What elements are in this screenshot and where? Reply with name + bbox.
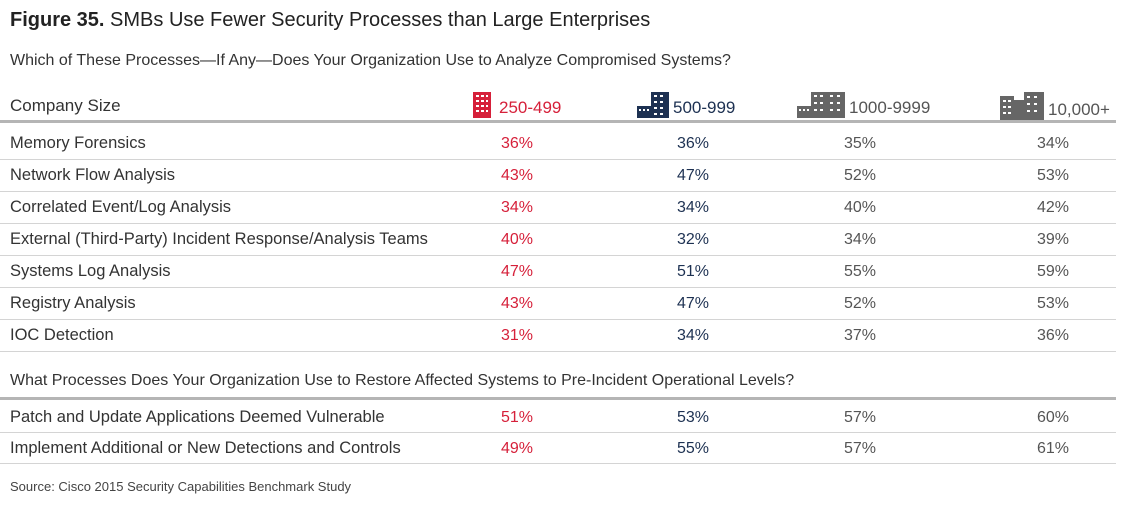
value-cell: 52% (843, 295, 877, 312)
section-question-2: What Processes Does Your Organization Us… (10, 372, 795, 389)
column-header-1000-9999: 1000-9999 (797, 92, 930, 118)
table-row: Systems Log Analysis 47% 51% 55% 59% (0, 256, 1116, 288)
small-building-icon (473, 92, 491, 118)
row-label: Patch and Update Applications Deemed Vul… (10, 408, 385, 426)
row-label: Correlated Event/Log Analysis (10, 198, 232, 216)
column-label: 250-499 (499, 98, 562, 117)
value-cell: 35% (843, 135, 877, 152)
value-cell: 34% (676, 199, 710, 216)
column-label: 1000-9999 (849, 98, 931, 117)
value-cell: 36% (676, 135, 710, 152)
table-row: IOC Detection 31% 34% 37% 36% (0, 320, 1116, 352)
value-cell: 34% (500, 199, 534, 216)
column-label: 500-999 (673, 98, 736, 117)
value-cell: 47% (676, 295, 710, 312)
section-question-1: Which of These Processes—If Any—Does You… (10, 52, 731, 69)
column-header-10000-plus: 10,000+ (1000, 92, 1110, 120)
row-label: Registry Analysis (10, 294, 136, 312)
value-cell: 53% (1036, 167, 1070, 184)
table-row: Registry Analysis 43% 47% 52% 53% (0, 288, 1116, 320)
table-row: Correlated Event/Log Analysis 34% 34% 40% 42… (0, 192, 1116, 224)
value-cell: 55% (843, 263, 877, 280)
table-header: Company Size 250-499 500-999 1000-9999 1… (0, 92, 1116, 123)
value-cell: 61% (1036, 440, 1070, 457)
value-cell: 37% (843, 327, 877, 344)
table-row: Memory Forensics 36% 36% 35% 34% (0, 128, 1116, 160)
value-cell: 59% (1036, 263, 1070, 280)
row-label: Systems Log Analysis (10, 262, 171, 280)
value-cell: 49% (500, 440, 534, 457)
value-cell: 39% (1036, 231, 1070, 248)
row-label: Network Flow Analysis (10, 166, 176, 184)
value-cell: 51% (676, 263, 710, 280)
value-cell: 55% (676, 440, 710, 457)
column-header-500-999: 500-999 (637, 92, 735, 118)
column-header-250-499: 250-499 (473, 92, 561, 118)
figure-title: Figure 35. SMBs Use Fewer Security Proce… (10, 9, 650, 32)
large-building-icon (797, 92, 845, 118)
enterprise-building-icon (1000, 92, 1044, 120)
value-cell: 43% (500, 295, 534, 312)
value-cell: 34% (1036, 135, 1070, 152)
row-label: Implement Additional or New Detections a… (10, 439, 401, 457)
section-divider (0, 397, 1116, 400)
row-header-label: Company Size (10, 96, 121, 115)
value-cell: 42% (1036, 199, 1070, 216)
figure-title-text: SMBs Use Fewer Security Processes than L… (104, 9, 651, 31)
value-cell: 40% (843, 199, 877, 216)
table-row: Patch and Update Applications Deemed Vul… (0, 402, 1116, 433)
value-cell: 60% (1036, 409, 1070, 426)
value-cell: 31% (500, 327, 534, 344)
column-label: 10,000+ (1048, 100, 1110, 119)
value-cell: 57% (843, 440, 877, 457)
source-note: Source: Cisco 2015 Security Capabilities… (10, 479, 352, 494)
value-cell: 40% (500, 231, 534, 248)
value-cell: 51% (500, 409, 534, 426)
value-cell: 34% (676, 327, 710, 344)
value-cell: 53% (1036, 295, 1070, 312)
value-cell: 57% (843, 409, 877, 426)
table-row: External (Third-Party) Incident Response… (0, 224, 1116, 256)
row-label: External (Third-Party) Incident Response… (10, 230, 428, 248)
row-label: IOC Detection (10, 326, 114, 344)
value-cell: 43% (500, 167, 534, 184)
row-label: Memory Forensics (10, 134, 146, 152)
value-cell: 36% (1036, 327, 1070, 344)
value-cell: 47% (676, 167, 710, 184)
value-cell: 52% (843, 167, 877, 184)
value-cell: 53% (676, 409, 710, 426)
value-cell: 47% (500, 263, 534, 280)
medium-building-icon (637, 92, 669, 118)
value-cell: 36% (500, 135, 534, 152)
value-cell: 32% (676, 231, 710, 248)
figure-number: Figure 35. (10, 9, 105, 31)
table-row: Implement Additional or New Detections a… (0, 433, 1116, 464)
table-row: Network Flow Analysis 43% 47% 52% 53% (0, 160, 1116, 192)
value-cell: 34% (843, 231, 877, 248)
